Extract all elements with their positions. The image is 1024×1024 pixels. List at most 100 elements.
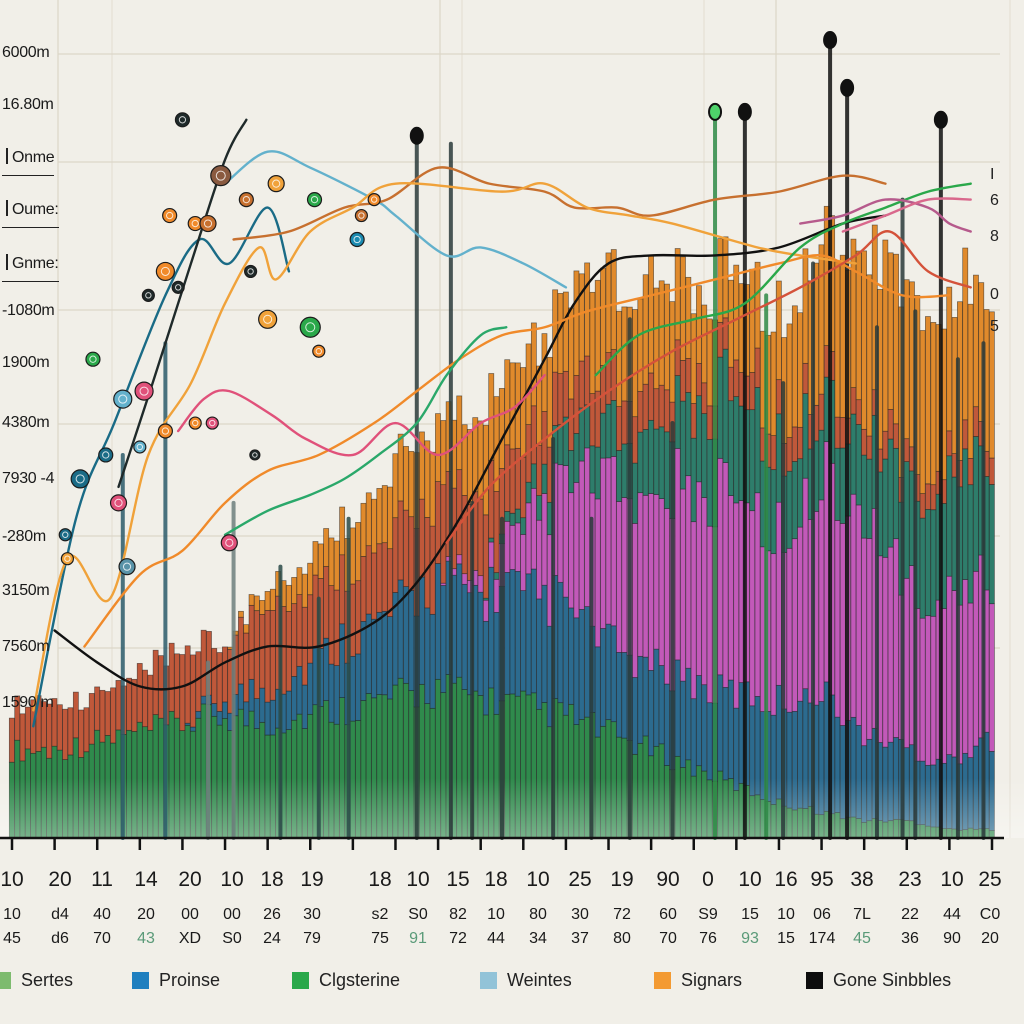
area-bar-blue	[514, 571, 521, 697]
area-bar-magenta	[887, 546, 894, 743]
x-tick-label: 34	[529, 930, 547, 947]
legend-swatch	[480, 972, 497, 989]
area-bar-rust	[104, 691, 111, 736]
area-bar-rust	[690, 403, 697, 439]
x-tick-label: XD	[178, 930, 202, 947]
area-bar-blue	[440, 585, 447, 693]
legend-label: Signars	[681, 970, 743, 990]
area-bar-teal	[541, 463, 548, 494]
x-tick-label: 15	[777, 930, 795, 947]
area-bar-teal	[701, 413, 708, 498]
x-tick-label: 30	[303, 906, 321, 923]
series-line-orange-b	[83, 254, 951, 648]
x-tick-label: 93	[741, 930, 759, 947]
x-tick-label: 72	[613, 906, 631, 923]
x-tick-label: 15	[446, 868, 470, 891]
area-bar-teal	[653, 428, 660, 495]
legend-label: Gone Sinbbles	[833, 970, 952, 990]
area-bar-orange	[786, 323, 793, 438]
area-bar-orange	[967, 303, 974, 459]
series-line-light-blue	[223, 150, 568, 289]
x-tick-label: 10	[777, 906, 795, 923]
series-end-label: I	[990, 166, 995, 183]
data-marker-inner	[315, 348, 322, 355]
data-marker	[199, 214, 217, 233]
area-bar-magenta	[674, 448, 681, 661]
area-bar-teal	[568, 450, 575, 494]
area-bar-rust	[142, 669, 148, 728]
data-marker	[109, 494, 128, 512]
area-bar-orange	[387, 486, 393, 550]
area-bar-teal	[594, 446, 601, 500]
area-bar-orange	[238, 610, 244, 618]
data-marker-inner	[191, 219, 199, 228]
x-tick-label: 25	[978, 868, 1002, 891]
data-marker	[238, 192, 254, 208]
area-bar-rust	[115, 680, 122, 731]
area-bar-teal	[621, 443, 628, 498]
area-bar-magenta	[701, 497, 708, 686]
area-bar-blue	[642, 656, 649, 737]
spike-cap	[823, 31, 838, 49]
area-bar-teal	[919, 517, 926, 619]
area-bar-rust	[371, 552, 377, 620]
area-bar-rust	[67, 707, 74, 756]
area-bar-magenta	[530, 487, 537, 570]
area-bar-orange	[243, 624, 250, 634]
area-bar-magenta	[690, 521, 697, 700]
data-marker-inner	[136, 443, 144, 451]
x-tick-label: 0	[702, 868, 714, 891]
area-bar-rust	[243, 632, 250, 703]
area-bar-rust	[222, 646, 228, 703]
y-tick-label: 3150m	[2, 582, 50, 599]
area-bar-magenta	[658, 498, 665, 666]
x-tick-label: 174	[808, 930, 836, 947]
area-bar-teal	[493, 572, 500, 580]
area-bar-blue	[259, 687, 266, 723]
area-bar-teal	[855, 424, 862, 506]
data-marker	[258, 309, 278, 329]
area-bar-rust	[786, 437, 793, 472]
area-bar-orange	[866, 274, 873, 437]
y-tick-label: Oume:	[2, 200, 59, 228]
area-bar-rust	[488, 460, 495, 539]
area-bar-magenta	[818, 499, 825, 702]
area-bar-magenta	[483, 599, 489, 622]
area-bar-teal	[632, 462, 638, 524]
area-bar-teal	[504, 511, 511, 522]
data-marker-inner	[272, 179, 281, 188]
data-marker-inner	[160, 266, 170, 276]
area-bar-teal	[749, 409, 756, 512]
x-tick-label: 80	[613, 930, 631, 947]
area-bar-teal	[866, 458, 873, 539]
area-bar-teal	[717, 356, 724, 459]
legend-item: Weintes	[480, 970, 572, 991]
area-bar-rust	[653, 388, 660, 430]
area-bar-blue	[674, 659, 681, 757]
data-marker-inner	[178, 116, 187, 124]
area-bar-teal	[733, 396, 740, 504]
data-marker	[70, 469, 90, 489]
area-bar-rust	[674, 339, 681, 376]
spike-cap	[933, 110, 948, 129]
area-bar-teal	[514, 508, 521, 524]
area-bar-magenta	[648, 493, 654, 671]
area-bar-orange	[903, 279, 910, 440]
area-bar-orange	[600, 267, 606, 366]
area-bar-rust	[408, 516, 415, 591]
x-tick-label: s2	[371, 906, 389, 923]
area-bar-orange	[637, 298, 644, 392]
x-axis	[0, 836, 1004, 850]
area-bar-teal	[680, 400, 686, 490]
area-bar-rust	[509, 448, 516, 514]
area-bar-rust	[72, 691, 79, 739]
area-bar-blue	[190, 726, 196, 732]
x-tick-label: 90	[943, 930, 961, 947]
area-bar-rust	[562, 370, 569, 418]
area-bar-rust	[291, 603, 298, 677]
legend-item: Signars	[654, 970, 742, 991]
x-tick-label: 22	[901, 906, 919, 923]
area-bar-orange	[696, 285, 702, 364]
series-line-dark	[117, 118, 248, 489]
